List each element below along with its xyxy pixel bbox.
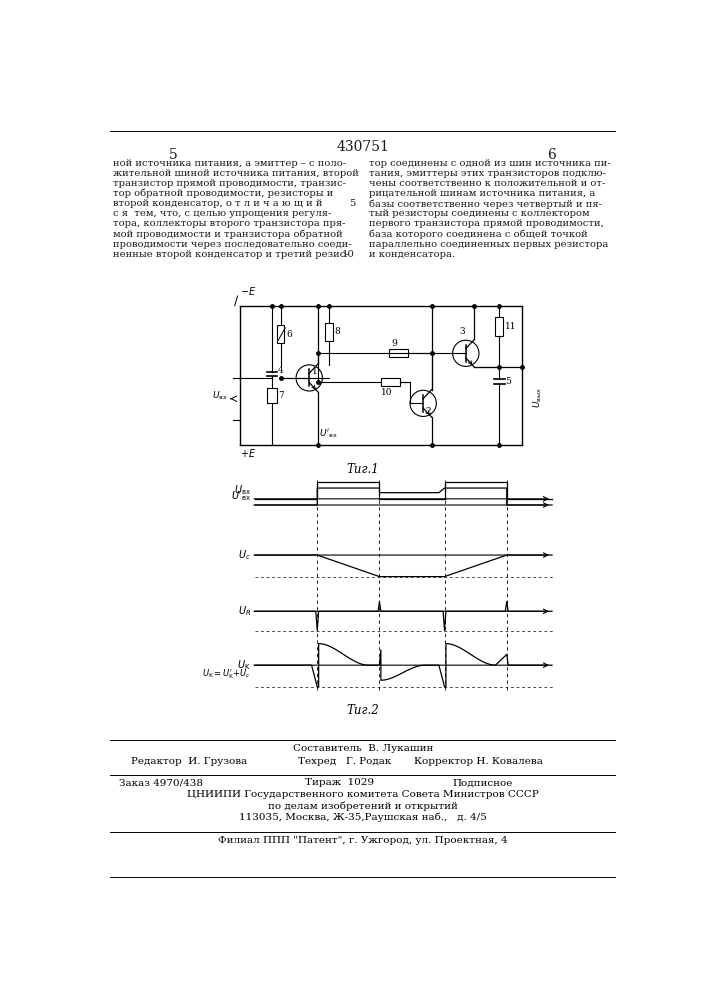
Text: $U'_{\rm вх}$: $U'_{\rm вх}$: [320, 428, 338, 440]
Bar: [325, 323, 332, 341]
Text: 7: 7: [279, 391, 284, 400]
Text: $+E$: $+E$: [240, 447, 257, 459]
Text: $U_{\rm вх}$: $U_{\rm вх}$: [212, 389, 228, 402]
Text: 5: 5: [349, 199, 356, 208]
Text: 9: 9: [392, 339, 397, 348]
Text: базы соответственно через четвертый и пя-: базы соответственно через четвертый и пя…: [369, 199, 602, 209]
Text: $U_{\rm вх}$: $U_{\rm вх}$: [234, 483, 251, 497]
Text: Техред   Г. Родак: Техред Г. Родак: [298, 757, 391, 766]
Text: $U_R$: $U_R$: [238, 604, 251, 618]
Text: $U_c$: $U_c$: [238, 548, 251, 562]
Text: чены соответственно к положительной и от-: чены соответственно к положительной и от…: [369, 179, 605, 188]
Text: транзистор прямой проводимости, транзис-: транзистор прямой проводимости, транзис-: [113, 179, 346, 188]
Text: Подписное: Подписное: [452, 778, 513, 787]
Text: 430751: 430751: [337, 140, 389, 154]
Text: 4: 4: [279, 366, 284, 375]
Bar: [381, 378, 400, 386]
Text: проводимости через последовательно соеди-: проводимости через последовательно соеди…: [113, 240, 352, 249]
Text: ∕: ∕: [234, 295, 238, 308]
Text: тания, эмиттеры этих транзисторов подклю-: тания, эмиттеры этих транзисторов подклю…: [369, 169, 606, 178]
Text: Редактор  И. Грузова: Редактор И. Грузова: [131, 757, 247, 766]
Text: Тираж  1029: Тираж 1029: [305, 778, 375, 787]
Text: 5: 5: [506, 377, 511, 386]
Text: ной источника питания, а эмиттер – с поло-: ной источника питания, а эмиттер – с пол…: [113, 158, 346, 167]
Text: параллельно соединенных первых резистора: параллельно соединенных первых резистора: [369, 240, 608, 249]
Text: мой проводимости и транзистора обратной: мой проводимости и транзистора обратной: [113, 230, 343, 239]
Text: Τиг.1: Τиг.1: [346, 463, 379, 476]
Text: 10: 10: [381, 388, 392, 397]
Text: 3: 3: [459, 327, 464, 336]
Text: и конденсатора.: и конденсатора.: [369, 250, 455, 259]
Text: база которого соединена с общей точкой: база которого соединена с общей точкой: [369, 230, 588, 239]
Text: 6: 6: [286, 330, 292, 339]
Text: тый резисторы соединены с коллектором: тый резисторы соединены с коллектором: [369, 209, 590, 218]
Text: 8: 8: [334, 327, 340, 336]
Text: тор обратной проводимости, резисторы и: тор обратной проводимости, резисторы и: [113, 189, 334, 198]
Text: Филиал ППП "Патент", г. Ужгород, ул. Проектная, 4: Филиал ППП "Патент", г. Ужгород, ул. Про…: [218, 836, 508, 845]
Bar: [276, 325, 284, 343]
Text: 5: 5: [169, 148, 178, 162]
Text: второй конденсатор, о т л и ч а ю щ и й: второй конденсатор, о т л и ч а ю щ и й: [113, 199, 322, 208]
Text: 10: 10: [342, 250, 355, 259]
Text: Τиг.2: Τиг.2: [346, 704, 379, 717]
Text: 6: 6: [547, 148, 556, 162]
Bar: [389, 349, 408, 357]
Bar: [495, 317, 503, 336]
Text: Заказ 4970/438: Заказ 4970/438: [119, 778, 204, 787]
Text: 11: 11: [505, 322, 516, 331]
Text: тор соединены с одной из шин источника пи-: тор соединены с одной из шин источника п…: [369, 158, 611, 167]
Text: жительной шиной источника питания, второй: жительной шиной источника питания, второ…: [113, 169, 359, 178]
Text: с я  тем, что, с целью упрощения регуля-: с я тем, что, с целью упрощения регуля-: [113, 209, 332, 218]
Text: ЦНИИПИ Государственного комитета Совета Министров СССР: ЦНИИПИ Государственного комитета Совета …: [187, 790, 539, 799]
Text: $-E$: $-E$: [240, 285, 257, 297]
Text: ненные второй конденсатор и третий резис-: ненные второй конденсатор и третий резис…: [113, 250, 349, 259]
Text: Корректор Н. Ковалева: Корректор Н. Ковалева: [414, 757, 543, 766]
Text: тора, коллекторы второго транзистора пря-: тора, коллекторы второго транзистора пря…: [113, 219, 346, 228]
Text: 113035, Москва, Ж-35,Раушская наб.,   д. 4/5: 113035, Москва, Ж-35,Раушская наб., д. 4…: [239, 813, 486, 822]
Text: 2: 2: [426, 407, 431, 416]
Text: $U_{\rm K}{=}U^\prime_{\rm K}{+}U_c$: $U_{\rm K}{=}U^\prime_{\rm K}{+}U_c$: [202, 668, 251, 681]
Bar: [267, 388, 276, 403]
Text: $U'_{\rm вх}$: $U'_{\rm вх}$: [231, 490, 251, 503]
Text: $U_{\rm вых}$: $U_{\rm вых}$: [532, 387, 544, 408]
Text: по делам изобретений и открытий: по делам изобретений и открытий: [268, 801, 457, 811]
Text: рицательной шинам источника питания, а: рицательной шинам источника питания, а: [369, 189, 595, 198]
Text: первого транзистора прямой проводимости,: первого транзистора прямой проводимости,: [369, 219, 604, 228]
Text: Составитель  В. Лукашин: Составитель В. Лукашин: [293, 744, 433, 753]
Text: 1: 1: [312, 367, 317, 376]
Text: $U_{\rm K}$: $U_{\rm K}$: [238, 658, 251, 672]
